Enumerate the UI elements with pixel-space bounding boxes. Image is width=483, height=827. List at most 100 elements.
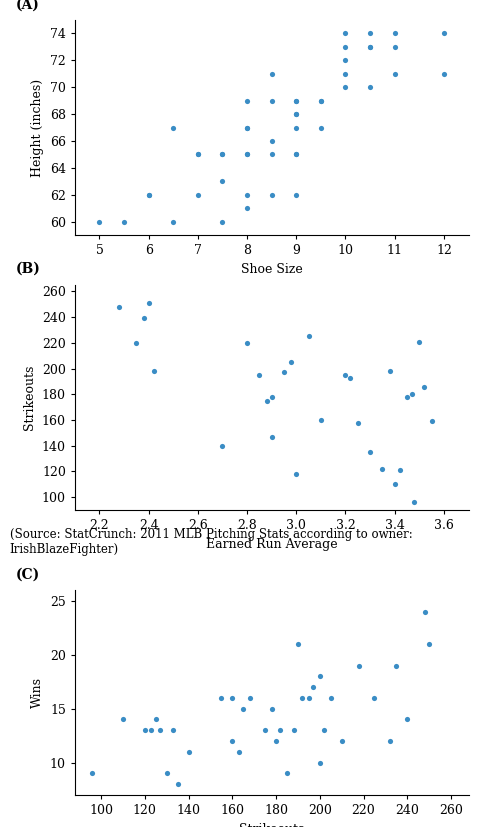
Point (268, 148, 275, 161)
Point (420, 380, 428, 393)
Point (115, 300, 123, 313)
Point (366, 41, 374, 54)
Point (283, 767, 291, 780)
Point (243, 94, 251, 108)
Point (219, 174, 227, 188)
Point (243, 148, 251, 161)
Point (194, 148, 202, 161)
Point (379, 462, 386, 476)
Point (235, 745, 243, 758)
Point (147, 724, 155, 737)
Point (243, 121, 251, 134)
Point (268, 94, 275, 108)
Point (316, 756, 324, 769)
Point (391, 67, 398, 80)
Point (366, 80, 374, 93)
Point (268, 188, 275, 201)
Point (261, 724, 269, 737)
Point (145, 188, 153, 201)
Point (243, 121, 251, 134)
Point (317, 94, 325, 108)
Point (256, 368, 263, 381)
Point (263, 394, 270, 408)
Point (268, 430, 275, 443)
Point (415, 335, 423, 348)
Point (243, 202, 251, 215)
Point (292, 467, 300, 480)
Point (305, 330, 313, 343)
Point (440, 67, 448, 80)
Point (174, 777, 182, 791)
Point (292, 148, 300, 161)
Point (411, 495, 418, 509)
Point (292, 94, 300, 108)
Point (338, 734, 345, 748)
Point (272, 734, 280, 748)
Text: (A): (A) (16, 0, 40, 12)
Point (317, 94, 325, 108)
Point (317, 121, 325, 134)
Point (287, 356, 295, 369)
Point (386, 365, 394, 378)
X-axis label: Earned Run Average: Earned Run Average (206, 538, 338, 551)
Point (152, 713, 160, 726)
Point (292, 121, 300, 134)
Point (88, 767, 96, 780)
Point (140, 312, 148, 325)
Point (163, 767, 170, 780)
X-axis label: Strikeouts: Strikeouts (239, 823, 304, 827)
Point (228, 734, 236, 748)
Point (268, 390, 275, 404)
Point (156, 724, 164, 737)
Point (355, 659, 363, 672)
Point (268, 67, 275, 80)
Point (294, 638, 302, 651)
Point (170, 215, 177, 228)
Point (219, 215, 227, 228)
Point (132, 337, 140, 350)
Point (391, 41, 398, 54)
Point (96, 215, 103, 228)
Point (298, 691, 306, 705)
Point (292, 108, 300, 121)
Point (243, 188, 251, 201)
Point (170, 121, 177, 134)
Point (347, 371, 355, 385)
Point (370, 691, 378, 705)
Point (341, 67, 349, 80)
Y-axis label: Wins: Wins (31, 677, 44, 708)
Point (292, 108, 300, 121)
Point (243, 148, 251, 161)
Point (219, 439, 227, 452)
Point (217, 691, 225, 705)
Point (428, 414, 436, 428)
Text: (B): (B) (16, 262, 41, 276)
Point (170, 724, 177, 737)
Point (310, 681, 317, 694)
Point (403, 713, 411, 726)
Point (290, 724, 298, 737)
Point (366, 446, 374, 459)
Point (246, 691, 254, 705)
Point (403, 390, 411, 404)
Point (268, 702, 276, 715)
Point (386, 734, 394, 748)
Point (194, 188, 202, 201)
Point (119, 713, 127, 726)
Point (327, 691, 335, 705)
Point (408, 388, 416, 401)
Point (280, 366, 288, 379)
Y-axis label: Strikeouts: Strikeouts (23, 365, 36, 430)
Point (145, 188, 153, 201)
Point (150, 365, 157, 378)
Point (240, 702, 247, 715)
Point (440, 26, 448, 40)
Point (292, 94, 300, 108)
Y-axis label: Height (inches): Height (inches) (31, 79, 44, 176)
Point (194, 148, 202, 161)
Point (354, 416, 362, 429)
Point (320, 724, 328, 737)
X-axis label: Shoe Size: Shoe Size (241, 263, 302, 275)
Point (396, 463, 403, 476)
Point (393, 659, 400, 672)
